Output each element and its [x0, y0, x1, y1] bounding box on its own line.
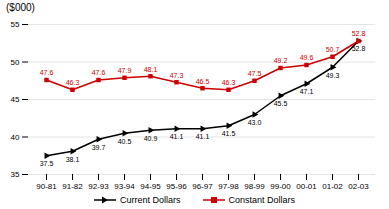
- svg-text:55: 55: [11, 20, 20, 29]
- svg-text:50.7: 50.7: [326, 46, 340, 53]
- svg-text:52.8: 52.8: [352, 30, 366, 37]
- svg-text:41.5: 41.5: [222, 130, 236, 137]
- svg-text:46.3: 46.3: [222, 79, 236, 86]
- svg-text:48.1: 48.1: [144, 65, 158, 72]
- svg-text:49.6: 49.6: [300, 54, 314, 61]
- svg-text:47.6: 47.6: [40, 69, 54, 76]
- html-text:Constant Dollars: Constant Dollars: [228, 195, 295, 205]
- svg-text:96-97: 96-97: [192, 182, 213, 191]
- svg-text:52.8: 52.8: [352, 45, 366, 52]
- svg-text:97-98: 97-98: [218, 182, 239, 191]
- html-text:($000): ($000): [6, 2, 35, 13]
- svg-text:95-96: 95-96: [166, 182, 187, 191]
- svg-text:49.3: 49.3: [326, 71, 340, 78]
- html-text:Current Dollars: Current Dollars: [120, 195, 181, 205]
- svg-text:40: 40: [11, 133, 20, 142]
- svg-text:93-94: 93-94: [114, 182, 135, 191]
- svg-text:50: 50: [11, 58, 20, 67]
- svg-text:47.9: 47.9: [118, 67, 132, 74]
- svg-text:40.5: 40.5: [118, 137, 132, 144]
- svg-text:90-81: 90-81: [36, 182, 57, 191]
- svg-text:99-00: 99-00: [270, 182, 291, 191]
- svg-text:43.0: 43.0: [248, 119, 262, 126]
- svg-text:37.5: 37.5: [40, 160, 54, 167]
- svg-text:49.2: 49.2: [274, 57, 288, 64]
- svg-text:38.1: 38.1: [66, 155, 80, 162]
- svg-text:45.5: 45.5: [274, 100, 288, 107]
- svg-text:39.7: 39.7: [92, 143, 106, 150]
- svg-text:91-82: 91-82: [62, 182, 83, 191]
- svg-text:45: 45: [11, 95, 20, 104]
- svg-text:35: 35: [11, 170, 20, 179]
- svg-text:98-99: 98-99: [244, 182, 265, 191]
- svg-text:94-95: 94-95: [140, 182, 161, 191]
- svg-text:41.1: 41.1: [196, 133, 210, 140]
- svg-text:47.6: 47.6: [92, 69, 106, 76]
- svg-text:92-93: 92-93: [88, 182, 109, 191]
- svg-text:41.1: 41.1: [170, 133, 184, 140]
- svg-text:40.9: 40.9: [144, 134, 158, 141]
- svg-text:02-03: 02-03: [348, 182, 369, 191]
- svg-text:47.1: 47.1: [300, 88, 314, 95]
- svg-text:46.5: 46.5: [196, 77, 210, 84]
- svg-text:47.5: 47.5: [248, 70, 262, 77]
- svg-text:47.3: 47.3: [170, 71, 184, 78]
- svg-text:01-02: 01-02: [322, 182, 343, 191]
- svg-text:00-01: 00-01: [296, 182, 317, 191]
- svg-text:46.3: 46.3: [66, 79, 80, 86]
